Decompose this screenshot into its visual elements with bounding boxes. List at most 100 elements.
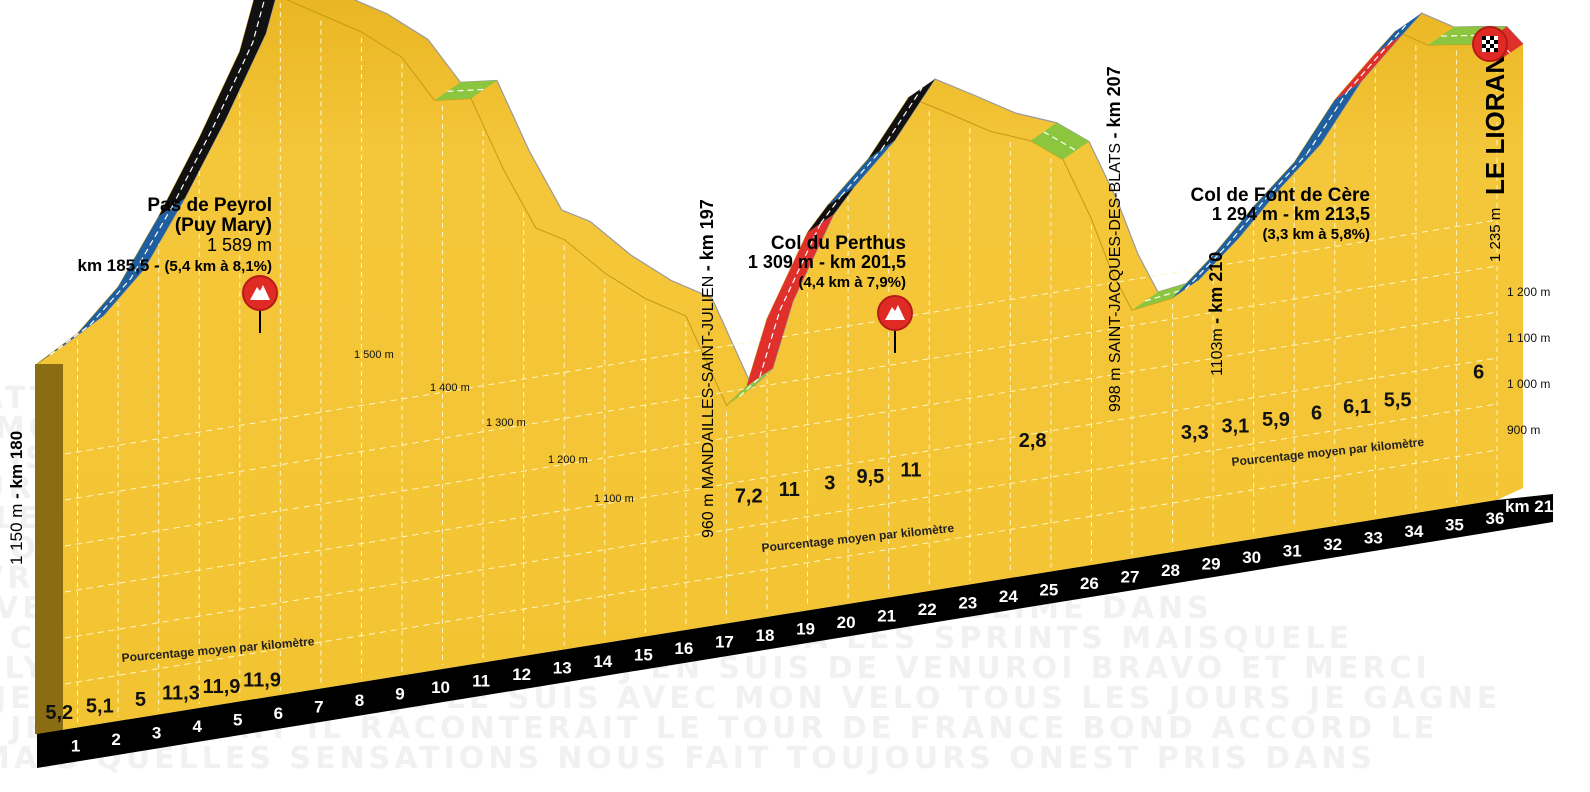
gradient-value: 5,1 [86,695,114,717]
km-tick-label: 23 [958,594,977,613]
start-elev: 1 150 m [7,499,26,565]
summit-marker-peyrol-mountain-icon [250,285,270,300]
town-km: - km 210 [1206,252,1226,324]
flag-square [1494,48,1498,52]
km-tick-label: 12 [512,665,531,684]
band-centerline [880,87,923,151]
climb-elev: 1 309 m - km 201,5 [748,252,906,272]
gradient-band [1030,122,1090,160]
gradient-value: 11 [900,459,921,481]
flag-square [1494,44,1498,48]
km-tick-label: 1 [71,737,80,756]
km-tick-label: 8 [355,691,364,710]
flag-square [1482,44,1486,48]
gradient-band [868,79,935,159]
climb-elev: 1 294 m - km 213,5 [1212,204,1370,224]
flag-square [1490,44,1494,48]
flag-square [1494,36,1498,40]
profile-elevation-label: 1 300 m [486,417,526,429]
gradient-value: 11,9 [203,676,241,698]
climb-km: km 185,5 - [77,256,164,275]
flag-square [1486,48,1490,52]
gradient-band [158,0,275,217]
gradient-value: 11 [779,479,800,501]
gradient-value: 3 [824,472,835,494]
km-tick-label: 9 [395,685,404,704]
gradient-value: 6 [1311,402,1322,424]
km-tick-label: 5 [233,711,242,730]
band-centerline [447,88,484,92]
flag-square [1482,48,1486,52]
km-tick-label: 11 [472,672,490,691]
gradient-value: 7,2 [735,485,763,507]
flag-square [1490,40,1494,44]
gradient-value: 5,5 [1384,389,1412,411]
km-tick-label: 18 [756,626,775,645]
profile-left-side-face [35,364,63,734]
km-tick-label: 2 [111,730,120,749]
watermark-line: MAIS QUELLES SENSATIONS NOUS FAIT TOUJOU… [0,741,1376,776]
climb-detail: (4,4 km à 7,9%) [798,274,906,291]
profile-body [35,0,1524,734]
band-centerline [1144,288,1186,302]
gradient-value: 5,2 [45,702,73,724]
profile-elevation-label: 1 400 m [430,382,470,394]
band-centerline [171,0,265,208]
gradient-value: 9,5 [856,466,884,488]
profile-elevation-label: 1 500 m [354,349,394,361]
flag-square [1490,48,1494,52]
km-tick-label: 22 [918,600,937,619]
right-axis-label: 1 100 m [1507,331,1550,345]
band-centerline [1387,21,1410,45]
finish-elev: 1 235 m [1487,208,1504,262]
gradient-band [1294,82,1361,163]
flag-square [1490,36,1494,40]
town-label-km210: 1103m - km 210 [1206,252,1226,376]
profile-elevation-label: 1 100 m [594,493,634,505]
km-tick-label: 14 [593,652,612,671]
band-centerline [840,149,882,197]
start-km: - km 180 [7,431,26,499]
town-elev: 1103m [1209,324,1226,376]
km-tick-label: 7 [314,698,323,717]
climb-name: Pas de Peyrol [147,195,272,216]
gradient-value: 2,8 [1019,430,1047,452]
gradient-band [434,80,497,101]
flag-square [1486,44,1490,48]
gradient-value: 5 [135,689,146,711]
gradient-band [746,214,834,387]
town-label-saint-jacques: 998 m SAINT-JACQUES-DES-BLATS - km 207 [1104,66,1124,412]
km-tick-label: 28 [1161,561,1180,580]
gradient-bands [37,0,1523,406]
km-tick-label: 3 [152,724,161,743]
gradient-band [37,198,185,364]
km-tick-label: 30 [1242,548,1261,567]
start-label: 1 150 m - km 180 [7,431,26,565]
km-tick-label: 33 [1364,529,1383,548]
gradient-value: 11,3 [162,682,200,704]
band-centerline [1306,90,1349,154]
dashed-grid [64,3,1498,724]
km-tick-label: 25 [1039,581,1058,600]
flag-square [1482,40,1486,44]
km-tick-label: 34 [1404,522,1423,541]
km-tick-label: 31 [1283,542,1302,561]
climb-elev: 1 589 m [207,235,272,255]
checkered-flag-icon [1482,36,1498,52]
gradient-value: 3,1 [1221,415,1249,437]
km-tick-label: 15 [634,646,653,665]
flag-square [1486,40,1490,44]
km-tick-label: 29 [1202,555,1221,574]
gradient-value: 6 [1473,361,1484,383]
town-name: MANDAILLES-SAINT-JULIEN [700,271,717,489]
town-elev: 960 m [700,489,717,538]
gradient-value: 11,9 [243,669,281,691]
gradient-band [807,187,854,233]
markers-layer [242,26,1508,353]
flag-square [1482,36,1486,40]
climb-name-line2: (Puy Mary) [175,215,272,236]
town-label-mandailles: 960 m MANDAILLES-SAINT-JULIEN - km 197 [697,199,717,538]
flag-square [1494,40,1498,44]
